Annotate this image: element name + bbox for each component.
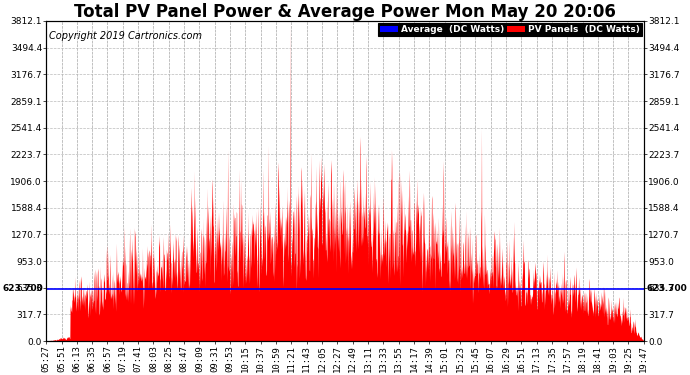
Text: 623.700: 623.700 xyxy=(647,284,687,293)
Legend: Average  (DC Watts), PV Panels  (DC Watts): Average (DC Watts), PV Panels (DC Watts) xyxy=(378,23,642,36)
Title: Total PV Panel Power & Average Power Mon May 20 20:06: Total PV Panel Power & Average Power Mon… xyxy=(74,3,616,21)
Text: 623.700: 623.700 xyxy=(3,284,43,293)
Text: Copyright 2019 Cartronics.com: Copyright 2019 Cartronics.com xyxy=(49,30,202,40)
